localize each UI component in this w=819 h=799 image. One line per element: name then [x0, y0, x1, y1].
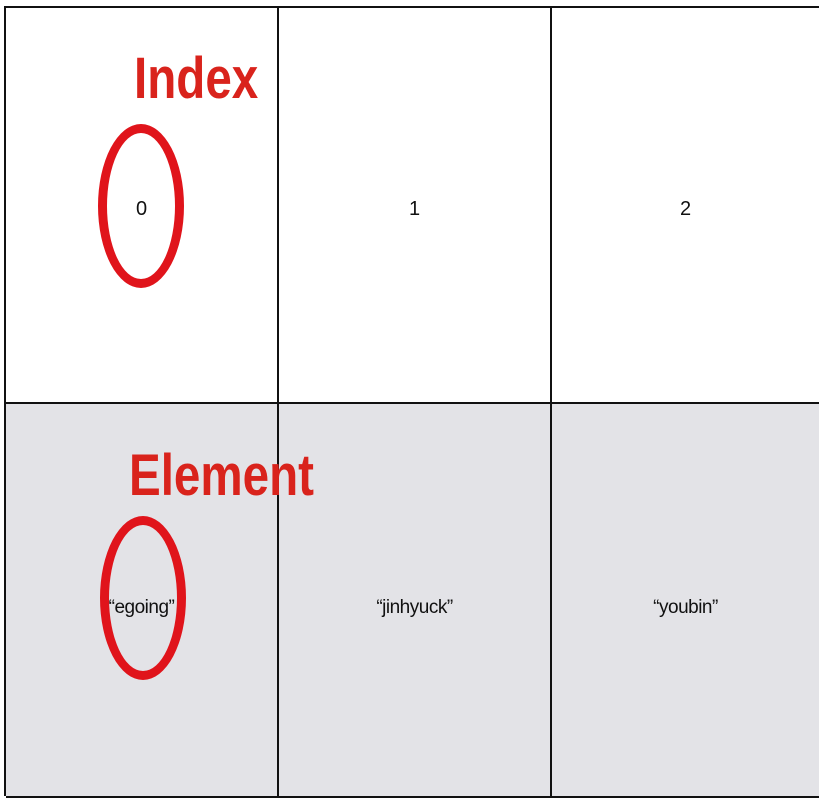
index-value-2: 2: [679, 197, 692, 220]
array-table: 0 1 2 “egoing” “jinhyuck” “youbin”: [4, 6, 819, 798]
element-cell-2: “youbin”: [552, 404, 819, 798]
element-annotation-label: Element: [129, 443, 315, 508]
index-cell-2: 2: [552, 8, 819, 404]
element-highlight-circle: [100, 516, 186, 680]
index-cell-1: 1: [279, 8, 552, 404]
index-annotation-label: Index: [134, 46, 259, 111]
index-highlight-circle: [98, 124, 184, 288]
element-cell-1: “jinhyuck”: [279, 404, 552, 798]
element-value-1: “jinhyuck”: [376, 597, 453, 618]
element-value-2: “youbin”: [653, 597, 718, 618]
index-value-1: 1: [408, 197, 421, 220]
